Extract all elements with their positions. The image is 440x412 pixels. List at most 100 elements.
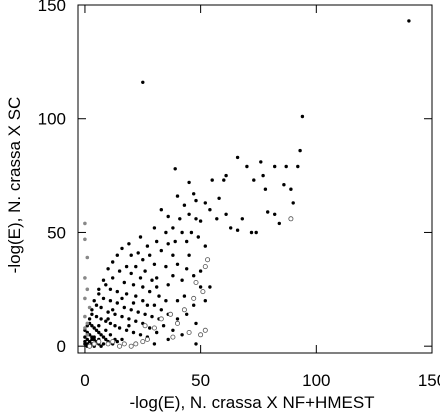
point-open [128, 343, 134, 349]
y-tick-label: 150 [38, 0, 66, 15]
point-filled [166, 214, 170, 219]
point-filled [136, 310, 140, 314]
point-filled [192, 192, 196, 196]
point-filled [101, 342, 106, 346]
point-filled [296, 164, 300, 169]
point-filled [155, 276, 159, 280]
point-filled [111, 276, 115, 280]
point-filled [196, 235, 200, 239]
point-filled [166, 283, 170, 287]
point-open [121, 341, 127, 347]
point-filled [127, 242, 131, 246]
point-filled [155, 285, 159, 289]
point-filled [99, 344, 103, 348]
point-filled [92, 326, 96, 330]
point-filled [203, 201, 207, 205]
point-filled [85, 337, 90, 342]
point-filled [141, 258, 145, 262]
point-filled [129, 308, 133, 312]
point-filled [148, 289, 152, 294]
point-filled [92, 299, 96, 303]
point-filled [155, 239, 159, 244]
point-filled [141, 285, 145, 289]
point-filled [166, 242, 170, 246]
point-open [117, 343, 123, 349]
point-filled [117, 269, 122, 273]
point-filled [104, 337, 108, 342]
point-open [198, 332, 204, 338]
point-filled [152, 262, 157, 266]
point-filled [198, 269, 203, 273]
point-filled [194, 198, 198, 203]
point-filled [155, 330, 159, 335]
point-filled [222, 178, 226, 182]
point-open [181, 307, 187, 313]
point-filled [185, 267, 189, 271]
point-filled [111, 308, 115, 312]
point-filled [277, 221, 281, 226]
x-tick-label: 50 [191, 371, 210, 390]
point-filled [131, 283, 136, 287]
point-filled [224, 212, 228, 216]
point-filled [185, 239, 189, 244]
point-filled [185, 312, 189, 316]
point-filled [113, 324, 117, 328]
point-filled [99, 317, 103, 321]
point-filled [131, 301, 136, 305]
point-filled [127, 317, 131, 321]
point-filled [189, 230, 194, 235]
point-filled [173, 167, 177, 171]
point-filled [175, 262, 180, 266]
point-filled [106, 267, 110, 271]
point-filled [136, 251, 140, 255]
point-filled [108, 299, 113, 303]
point-filled [300, 114, 305, 119]
point-filled [171, 328, 175, 332]
point-filled [208, 208, 212, 212]
point-filled [106, 310, 110, 314]
point-filled [187, 253, 191, 257]
point-filled [124, 292, 129, 296]
point-filled [240, 217, 244, 221]
point-filled [164, 299, 168, 303]
point-filled [259, 160, 263, 164]
point-filled [194, 321, 198, 326]
point-filled [111, 260, 115, 264]
point-filled [235, 228, 240, 232]
point-filled [192, 303, 196, 307]
point-filled [115, 301, 120, 305]
point-filled [194, 217, 198, 221]
point-filled [148, 253, 152, 257]
point-filled [245, 164, 249, 169]
point-filled [99, 333, 103, 337]
plot-frame [77, 4, 433, 354]
point-filled [178, 217, 182, 221]
point-gray [83, 237, 87, 242]
point-filled [152, 342, 157, 346]
point-filled [101, 296, 106, 301]
point-filled [108, 287, 113, 291]
point-filled [104, 283, 108, 287]
point-open [200, 289, 206, 295]
point-filled [273, 212, 277, 216]
point-filled [210, 178, 214, 182]
point-open [191, 295, 197, 301]
point-filled [180, 230, 184, 235]
point-filled [180, 333, 184, 337]
point-open [193, 279, 199, 285]
point-filled [284, 164, 288, 169]
point-filled [273, 164, 277, 169]
point-filled [229, 226, 233, 230]
point-filled [175, 317, 180, 321]
y-tick-label: 0 [57, 337, 66, 356]
point-filled [108, 321, 113, 326]
point-filled [117, 326, 122, 330]
point-filled [166, 337, 170, 342]
y-tick-label: 100 [38, 110, 66, 129]
point-filled [120, 296, 124, 301]
point-filled [104, 328, 108, 332]
point-open [142, 323, 148, 329]
point-filled [263, 187, 268, 191]
point-filled [115, 289, 120, 294]
point-filled [90, 324, 94, 328]
